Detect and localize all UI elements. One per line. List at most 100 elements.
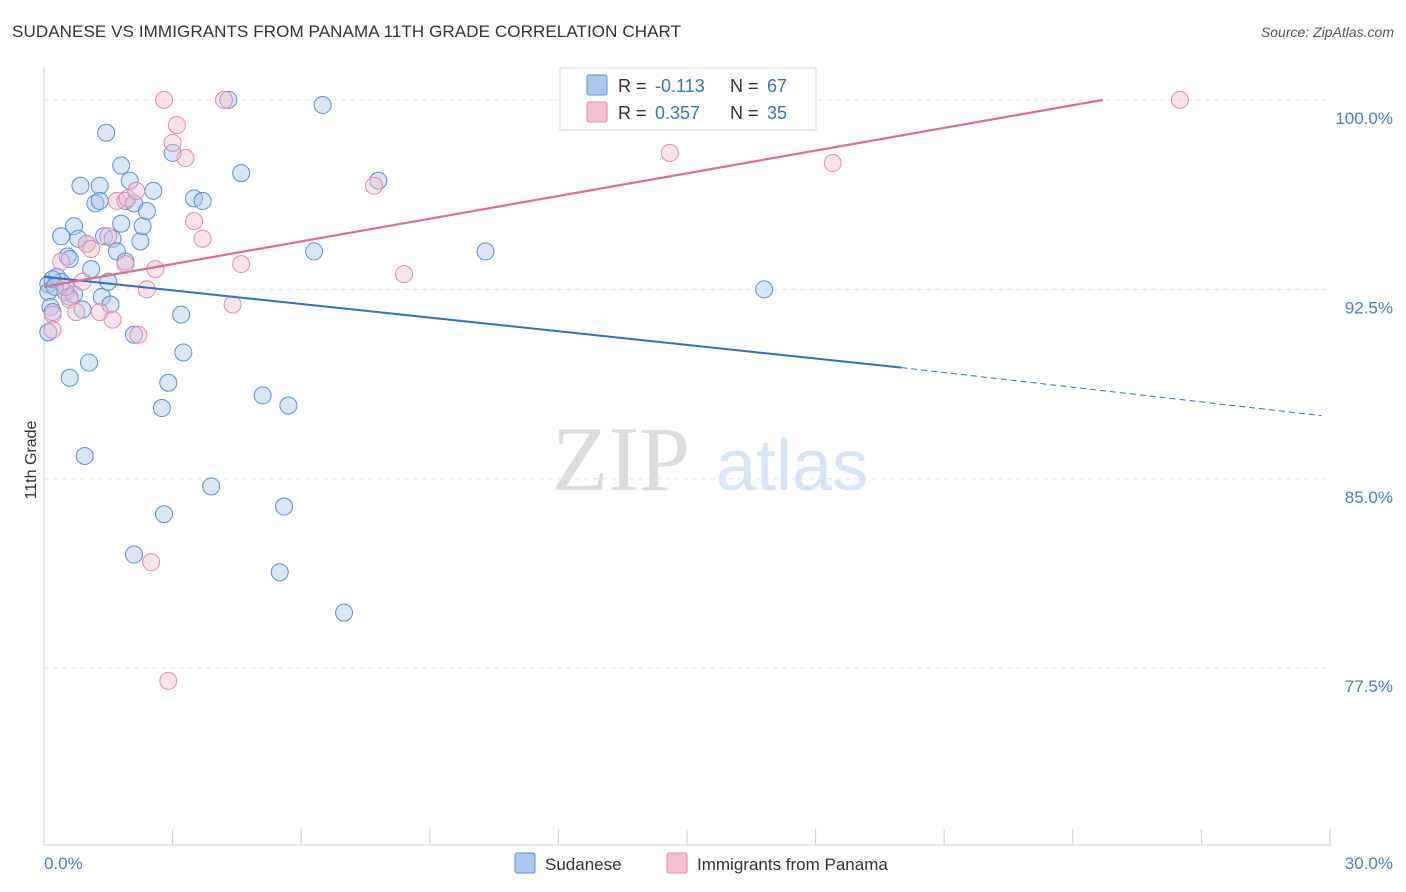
panama-point-2: [52, 252, 71, 271]
sudanese-point-48: [219, 90, 238, 109]
panama-point-10: [103, 310, 122, 329]
legend-swatch-panama: [586, 101, 608, 123]
sudanese-point-54: [755, 280, 774, 299]
bottom-legend-sudanese: Sudanese: [545, 855, 622, 874]
sudanese-point-35: [144, 181, 163, 200]
panama-point-26: [232, 255, 251, 274]
bottom-legend-swatch-panama: [666, 852, 688, 874]
panama-point-27: [365, 176, 384, 195]
legend-r-label-sudanese: R =: [618, 76, 647, 96]
sudanese-trend-line-extension: [901, 367, 1322, 417]
sudanese-point-40: [75, 447, 94, 466]
panama-point-28: [395, 265, 414, 284]
panama-point-19: [163, 133, 182, 152]
y-axis-title: 11th Grade: [23, 420, 40, 499]
watermark-atlas: atlas: [716, 426, 868, 506]
panama-point-18: [155, 90, 174, 109]
sudanese-point-58: [279, 396, 298, 415]
panama-point-0: [43, 305, 62, 324]
sudanese-point-59: [275, 497, 294, 516]
sudanese-point-26: [112, 214, 131, 233]
sudanese-point-53: [476, 242, 495, 261]
panama-point-16: [137, 280, 156, 299]
legend-n-label-sudanese: N =: [730, 76, 759, 96]
sudanese-point-60: [125, 545, 144, 564]
legend-r-label-panama: R =: [618, 103, 647, 123]
sudanese-point-33: [133, 217, 152, 236]
axes: [43, 68, 1331, 846]
panama-point-1: [43, 320, 62, 339]
panama-point-7: [82, 239, 101, 258]
panama-point-32: [142, 553, 161, 572]
sudanese-point-36: [97, 123, 116, 142]
sudanese-point-57: [253, 386, 272, 405]
legend-n-value-panama: 35: [767, 103, 787, 123]
legend-swatch-sudanese: [586, 74, 608, 96]
legend-r-value-sudanese: -0.113: [655, 76, 705, 96]
panama-point-29: [660, 143, 679, 162]
sudanese-point-34: [137, 202, 156, 221]
panama-point-23: [193, 229, 212, 248]
sudanese-point-28: [112, 156, 131, 175]
sudanese-point-37: [125, 325, 144, 344]
y-tick-label-2: 92.5%: [1345, 298, 1393, 317]
panama-point-14: [127, 181, 146, 200]
panama-point-33: [159, 671, 178, 690]
sudanese-point-52: [305, 242, 324, 261]
sudanese-point-13: [52, 227, 71, 246]
sudanese-point-23: [101, 295, 120, 314]
panama-point-25: [223, 295, 242, 314]
panama-point-4: [67, 303, 86, 322]
chart-title: SUDANESE VS IMMIGRANTS FROM PANAMA 11TH …: [12, 22, 682, 41]
x-tick-labels: 0.0% 30.0%: [44, 854, 1393, 873]
trend-lines: [43, 98, 1322, 417]
sudanese-point-39: [80, 353, 99, 372]
sudanese-point-49: [232, 164, 251, 183]
x-tick-label-1: 30.0%: [1345, 854, 1393, 873]
legend-box: R = -0.113 N = 67 R = 0.357 N = 35: [559, 67, 817, 131]
bottom-legend: Sudanese Immigrants from Panama: [514, 852, 888, 874]
chart-source: Source: ZipAtlas.com: [1260, 24, 1394, 40]
sudanese-point-55: [202, 477, 221, 496]
panama-point-11: [107, 191, 126, 210]
panama-point-20: [167, 116, 186, 135]
sudanese-point-50: [313, 95, 332, 114]
sudanese-point-19: [90, 176, 109, 195]
panama-point-9: [99, 227, 118, 246]
sudanese-point-42: [159, 373, 178, 392]
bottom-legend-panama: Immigrants from Panama: [697, 855, 888, 874]
sudanese-point-30: [120, 171, 139, 190]
x-tick-label-0: 0.0%: [44, 854, 83, 873]
legend-r-value-panama: 0.357: [655, 103, 700, 123]
panama-point-15: [129, 325, 148, 344]
sudanese-point-41: [152, 399, 171, 418]
sudanese-point-47: [193, 191, 212, 210]
sudanese-point-12: [71, 176, 90, 195]
series-panama-points: [43, 90, 1189, 690]
series-sudanese-points: [39, 90, 774, 622]
panama-point-22: [185, 212, 204, 231]
watermark-zip: ZIP: [552, 408, 690, 510]
y-tick-labels: 77.5% 85.0% 92.5% 100.0%: [1335, 109, 1393, 696]
watermark: ZIP atlas: [552, 408, 868, 510]
sudanese-point-43: [172, 305, 191, 324]
legend-n-label-panama: N =: [730, 103, 759, 123]
panama-trend-line: [43, 98, 1103, 288]
y-tick-label-1: 85.0%: [1345, 488, 1393, 507]
sudanese-point-38: [60, 368, 79, 387]
legend-n-value-sudanese: 67: [767, 76, 787, 96]
panama-point-24: [215, 90, 234, 109]
panama-point-31: [1170, 90, 1189, 109]
sudanese-point-56: [155, 505, 174, 524]
panama-point-30: [823, 154, 842, 173]
sudanese-point-32: [131, 232, 150, 251]
sudanese-point-44: [174, 343, 193, 362]
sudanese-trend-line: [43, 275, 902, 369]
sudanese-point-62: [335, 603, 354, 622]
bottom-legend-swatch-sudanese: [514, 852, 536, 874]
y-tick-label-0: 77.5%: [1345, 677, 1393, 696]
sudanese-point-66: [90, 191, 109, 210]
y-tick-label-3: 100.0%: [1335, 109, 1393, 128]
sudanese-point-61: [270, 563, 289, 582]
